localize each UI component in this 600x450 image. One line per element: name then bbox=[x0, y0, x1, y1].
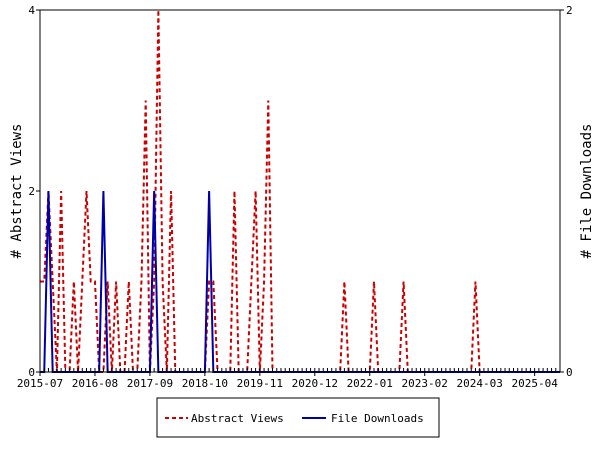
y-right-tick-label: 0 bbox=[566, 366, 573, 379]
x-tick-label: 2015-07 bbox=[17, 377, 63, 390]
legend-box bbox=[156, 397, 440, 438]
x-tick-label: 2017-09 bbox=[127, 377, 173, 390]
legend-label-file-downloads: File Downloads bbox=[331, 412, 424, 425]
y-axis-title-right: # File Downloads bbox=[579, 124, 595, 259]
y-right-tick-label: 2 bbox=[566, 4, 573, 17]
x-tick-label: 2016-08 bbox=[72, 377, 118, 390]
x-tick-label: 2022-01 bbox=[347, 377, 393, 390]
x-tick-label: 2018-10 bbox=[182, 377, 228, 390]
x-tick-label: 2019-11 bbox=[237, 377, 283, 390]
legend-label-abstract-views: Abstract Views bbox=[191, 412, 284, 425]
x-tick-label: 2024-03 bbox=[456, 377, 502, 390]
y-left-tick-label: 2 bbox=[28, 185, 35, 198]
y-left-tick-label: 4 bbox=[28, 4, 35, 17]
y-left-tick-label: 0 bbox=[28, 366, 35, 379]
legend: Abstract Views File Downloads bbox=[156, 397, 440, 438]
axis-layer: 2015-07 2016-08 2017-09 2018-10 2019-11 2020-… bbox=[17, 4, 573, 390]
x-tick-label: 2023-02 bbox=[402, 377, 448, 390]
x-tick-label: 2025-04 bbox=[511, 377, 558, 390]
y-axis-title-left: # Abstract Views bbox=[9, 124, 25, 259]
x-tick-label: 2020-12 bbox=[292, 377, 338, 390]
